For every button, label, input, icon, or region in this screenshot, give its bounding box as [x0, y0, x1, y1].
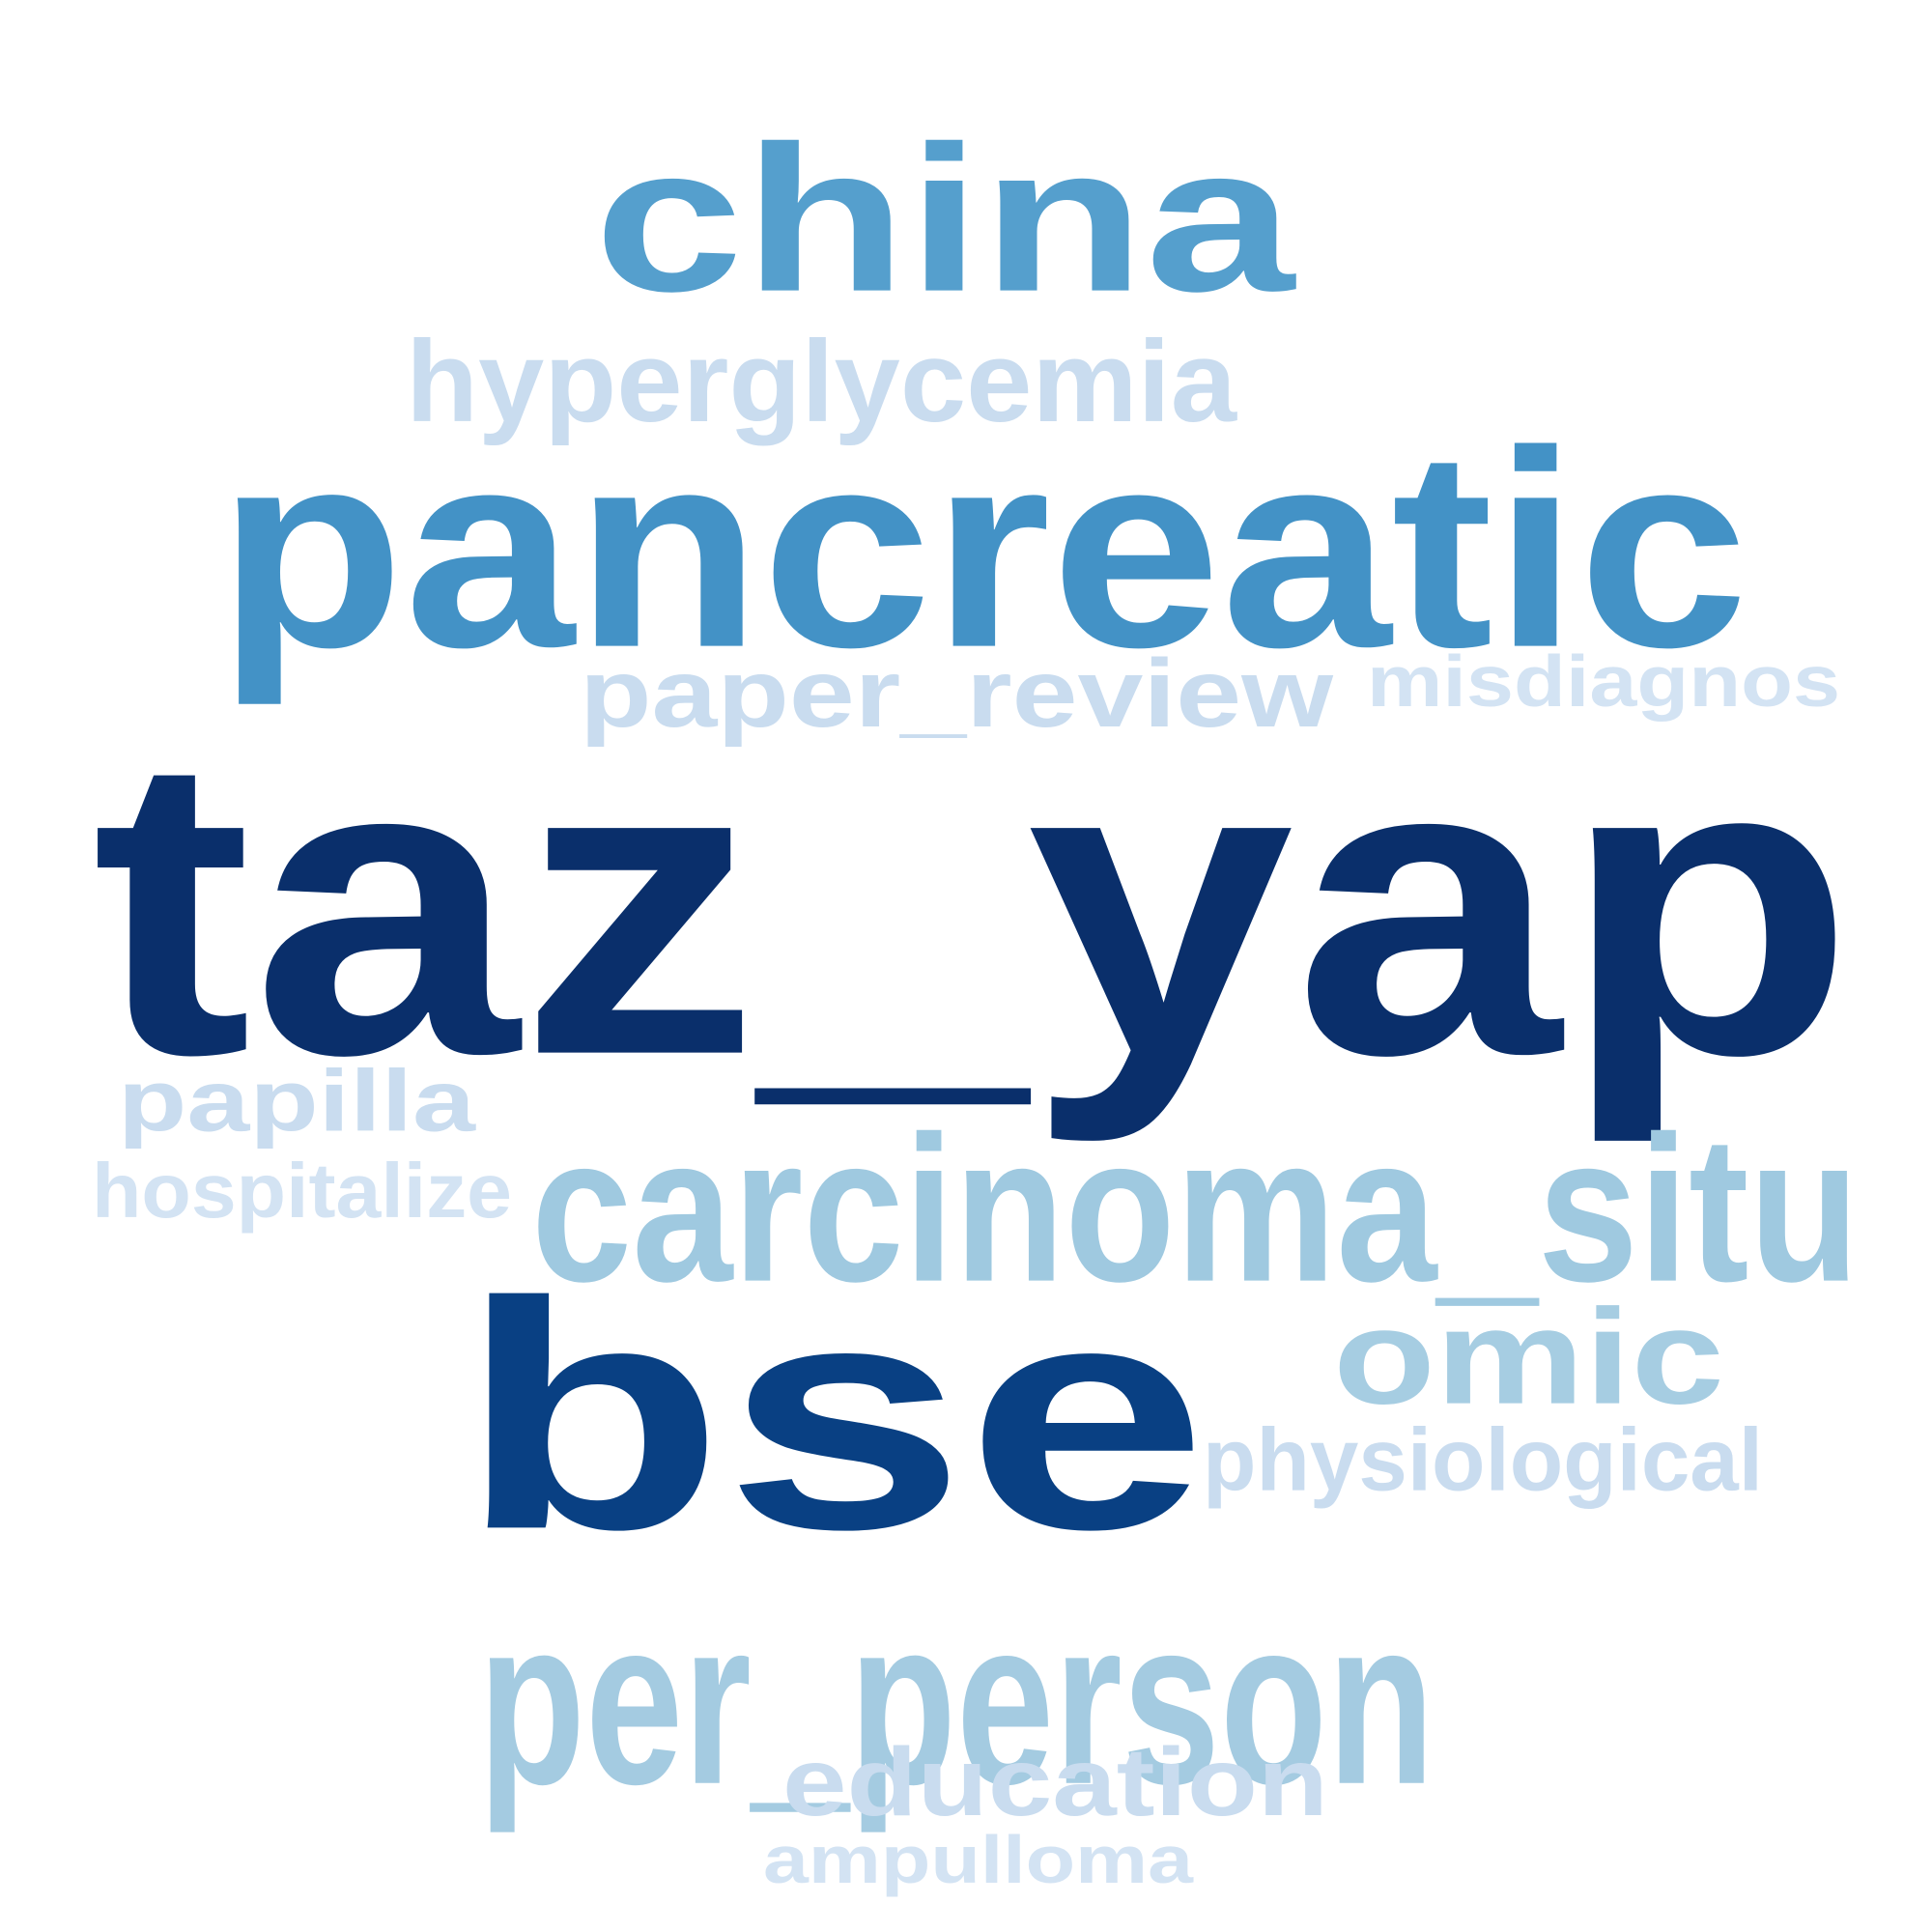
word-misdiagnos: misdiagnos	[1367, 640, 1840, 723]
word-physiological: physiological	[1203, 1409, 1763, 1510]
word-education: education	[782, 1728, 1328, 1836]
word-carcinoma-situ: carcinoma_situ	[531, 1094, 1860, 1326]
word-hospitalize: hospitalize	[92, 1148, 512, 1235]
word-per-person: per_person	[478, 1570, 1435, 1835]
word-pancreatic: pancreatic	[217, 393, 1748, 708]
word-hyperglycemia: hyperglycemia	[406, 316, 1236, 447]
word-ampulloma: ampulloma	[763, 1821, 1193, 1898]
word-taz-yap: taz_yap	[92, 669, 1855, 1147]
word-paper-review: paper_review	[580, 639, 1333, 748]
word-papilla: papilla	[118, 1052, 476, 1151]
word-omic: omic	[1333, 1281, 1724, 1434]
word-china: china	[594, 103, 1294, 336]
word-bse: bse	[459, 1236, 1208, 1600]
